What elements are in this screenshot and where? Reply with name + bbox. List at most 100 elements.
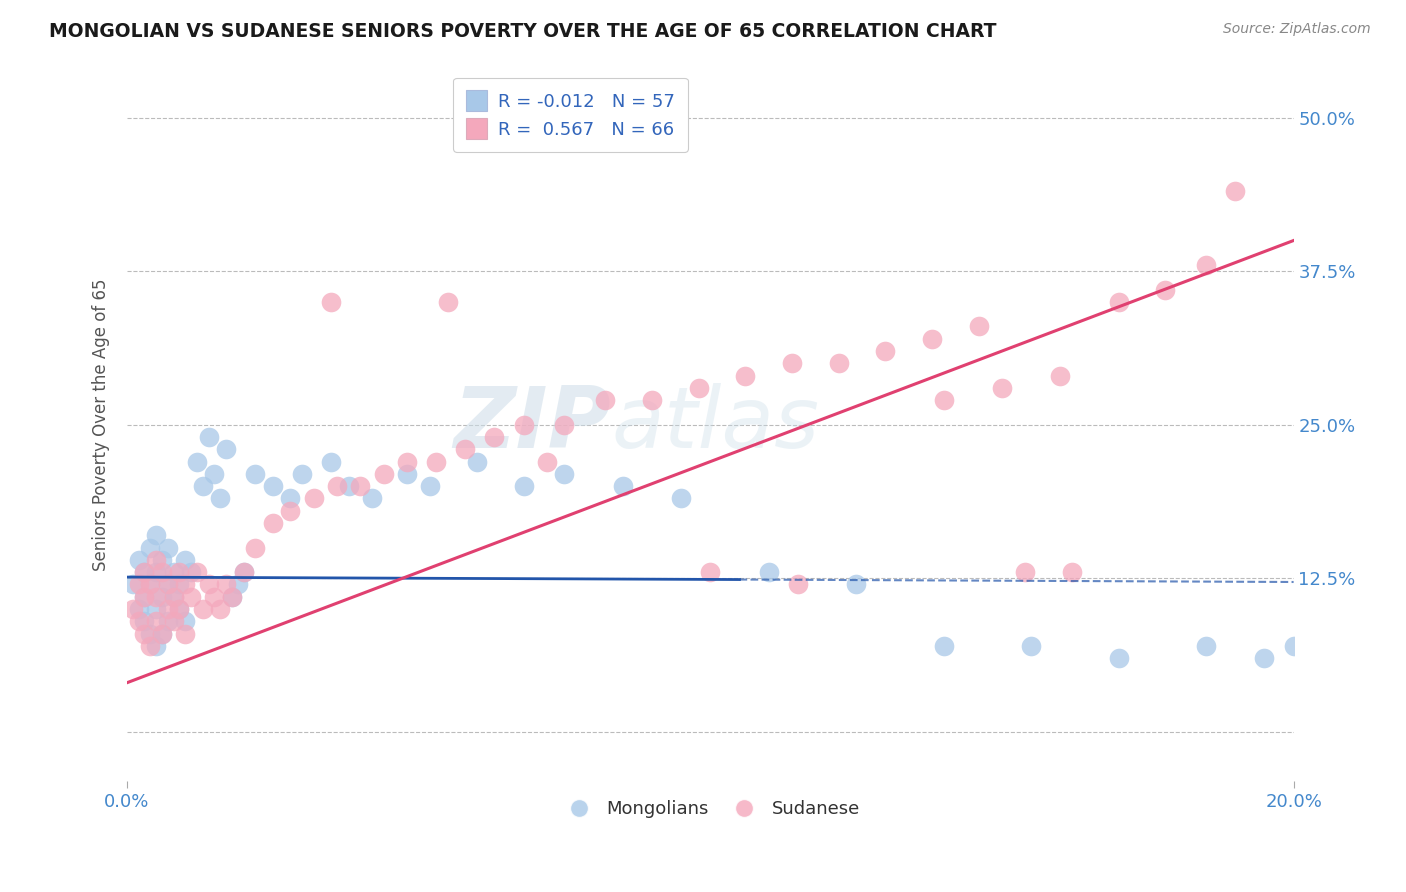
Point <box>232 565 254 579</box>
Point <box>612 479 634 493</box>
Point <box>454 442 477 457</box>
Point <box>326 479 349 493</box>
Text: MONGOLIAN VS SUDANESE SENIORS POVERTY OVER THE AGE OF 65 CORRELATION CHART: MONGOLIAN VS SUDANESE SENIORS POVERTY OV… <box>49 22 997 41</box>
Point <box>232 565 254 579</box>
Point <box>191 602 214 616</box>
Point <box>180 590 202 604</box>
Point <box>669 491 692 506</box>
Point <box>1195 639 1218 653</box>
Point <box>128 577 150 591</box>
Point <box>425 454 447 468</box>
Point <box>395 454 418 468</box>
Point <box>134 615 156 629</box>
Point <box>215 442 238 457</box>
Point <box>145 528 167 542</box>
Point <box>150 626 173 640</box>
Point <box>150 553 173 567</box>
Point <box>1282 639 1305 653</box>
Point <box>278 491 301 506</box>
Point <box>145 590 167 604</box>
Point <box>1253 651 1275 665</box>
Point <box>163 615 186 629</box>
Point <box>156 577 179 591</box>
Point <box>361 491 384 506</box>
Point <box>780 356 803 370</box>
Text: Source: ZipAtlas.com: Source: ZipAtlas.com <box>1223 22 1371 37</box>
Point <box>150 565 173 579</box>
Point <box>595 393 617 408</box>
Point <box>484 430 506 444</box>
Point <box>186 454 208 468</box>
Point <box>169 577 191 591</box>
Point <box>786 577 808 591</box>
Point <box>1225 185 1247 199</box>
Point <box>553 467 575 481</box>
Point <box>215 577 238 591</box>
Point <box>139 577 162 591</box>
Point <box>134 590 156 604</box>
Point <box>373 467 395 481</box>
Point <box>437 294 460 309</box>
Point <box>827 356 849 370</box>
Point <box>321 454 343 468</box>
Point <box>134 565 156 579</box>
Point <box>262 516 284 530</box>
Point <box>1154 283 1177 297</box>
Point <box>156 602 179 616</box>
Point <box>512 417 534 432</box>
Point <box>1060 565 1083 579</box>
Point <box>932 639 955 653</box>
Point <box>197 430 219 444</box>
Point <box>174 626 197 640</box>
Legend: Mongolians, Sudanese: Mongolians, Sudanese <box>554 793 868 825</box>
Point <box>139 541 162 555</box>
Point <box>465 454 488 468</box>
Point <box>991 381 1014 395</box>
Point <box>139 639 162 653</box>
Point <box>553 417 575 432</box>
Point <box>134 565 156 579</box>
Point <box>169 565 191 579</box>
Point <box>156 577 179 591</box>
Point <box>191 479 214 493</box>
Point <box>139 577 162 591</box>
Point <box>395 467 418 481</box>
Text: ZIP: ZIP <box>454 384 612 467</box>
Point <box>156 615 179 629</box>
Point <box>139 626 162 640</box>
Point <box>1108 651 1130 665</box>
Point <box>278 504 301 518</box>
Point <box>1014 565 1036 579</box>
Point <box>245 467 267 481</box>
Point <box>174 615 197 629</box>
Point <box>121 577 143 591</box>
Point <box>156 541 179 555</box>
Point <box>121 602 143 616</box>
Point <box>1108 294 1130 309</box>
Point <box>349 479 371 493</box>
Point <box>169 602 191 616</box>
Point <box>688 381 710 395</box>
Point <box>145 602 167 616</box>
Y-axis label: Seniors Poverty Over the Age of 65: Seniors Poverty Over the Age of 65 <box>93 278 110 571</box>
Point <box>163 590 186 604</box>
Point <box>150 626 173 640</box>
Point <box>226 577 249 591</box>
Point <box>512 479 534 493</box>
Point <box>845 577 868 591</box>
Point <box>337 479 360 493</box>
Point <box>145 553 167 567</box>
Point <box>134 626 156 640</box>
Point <box>134 590 156 604</box>
Point <box>221 590 243 604</box>
Point <box>734 368 756 383</box>
Point <box>174 553 197 567</box>
Point <box>221 590 243 604</box>
Point <box>145 565 167 579</box>
Point <box>150 590 173 604</box>
Point <box>758 565 780 579</box>
Point <box>197 577 219 591</box>
Point <box>932 393 955 408</box>
Text: atlas: atlas <box>612 384 820 467</box>
Point <box>163 590 186 604</box>
